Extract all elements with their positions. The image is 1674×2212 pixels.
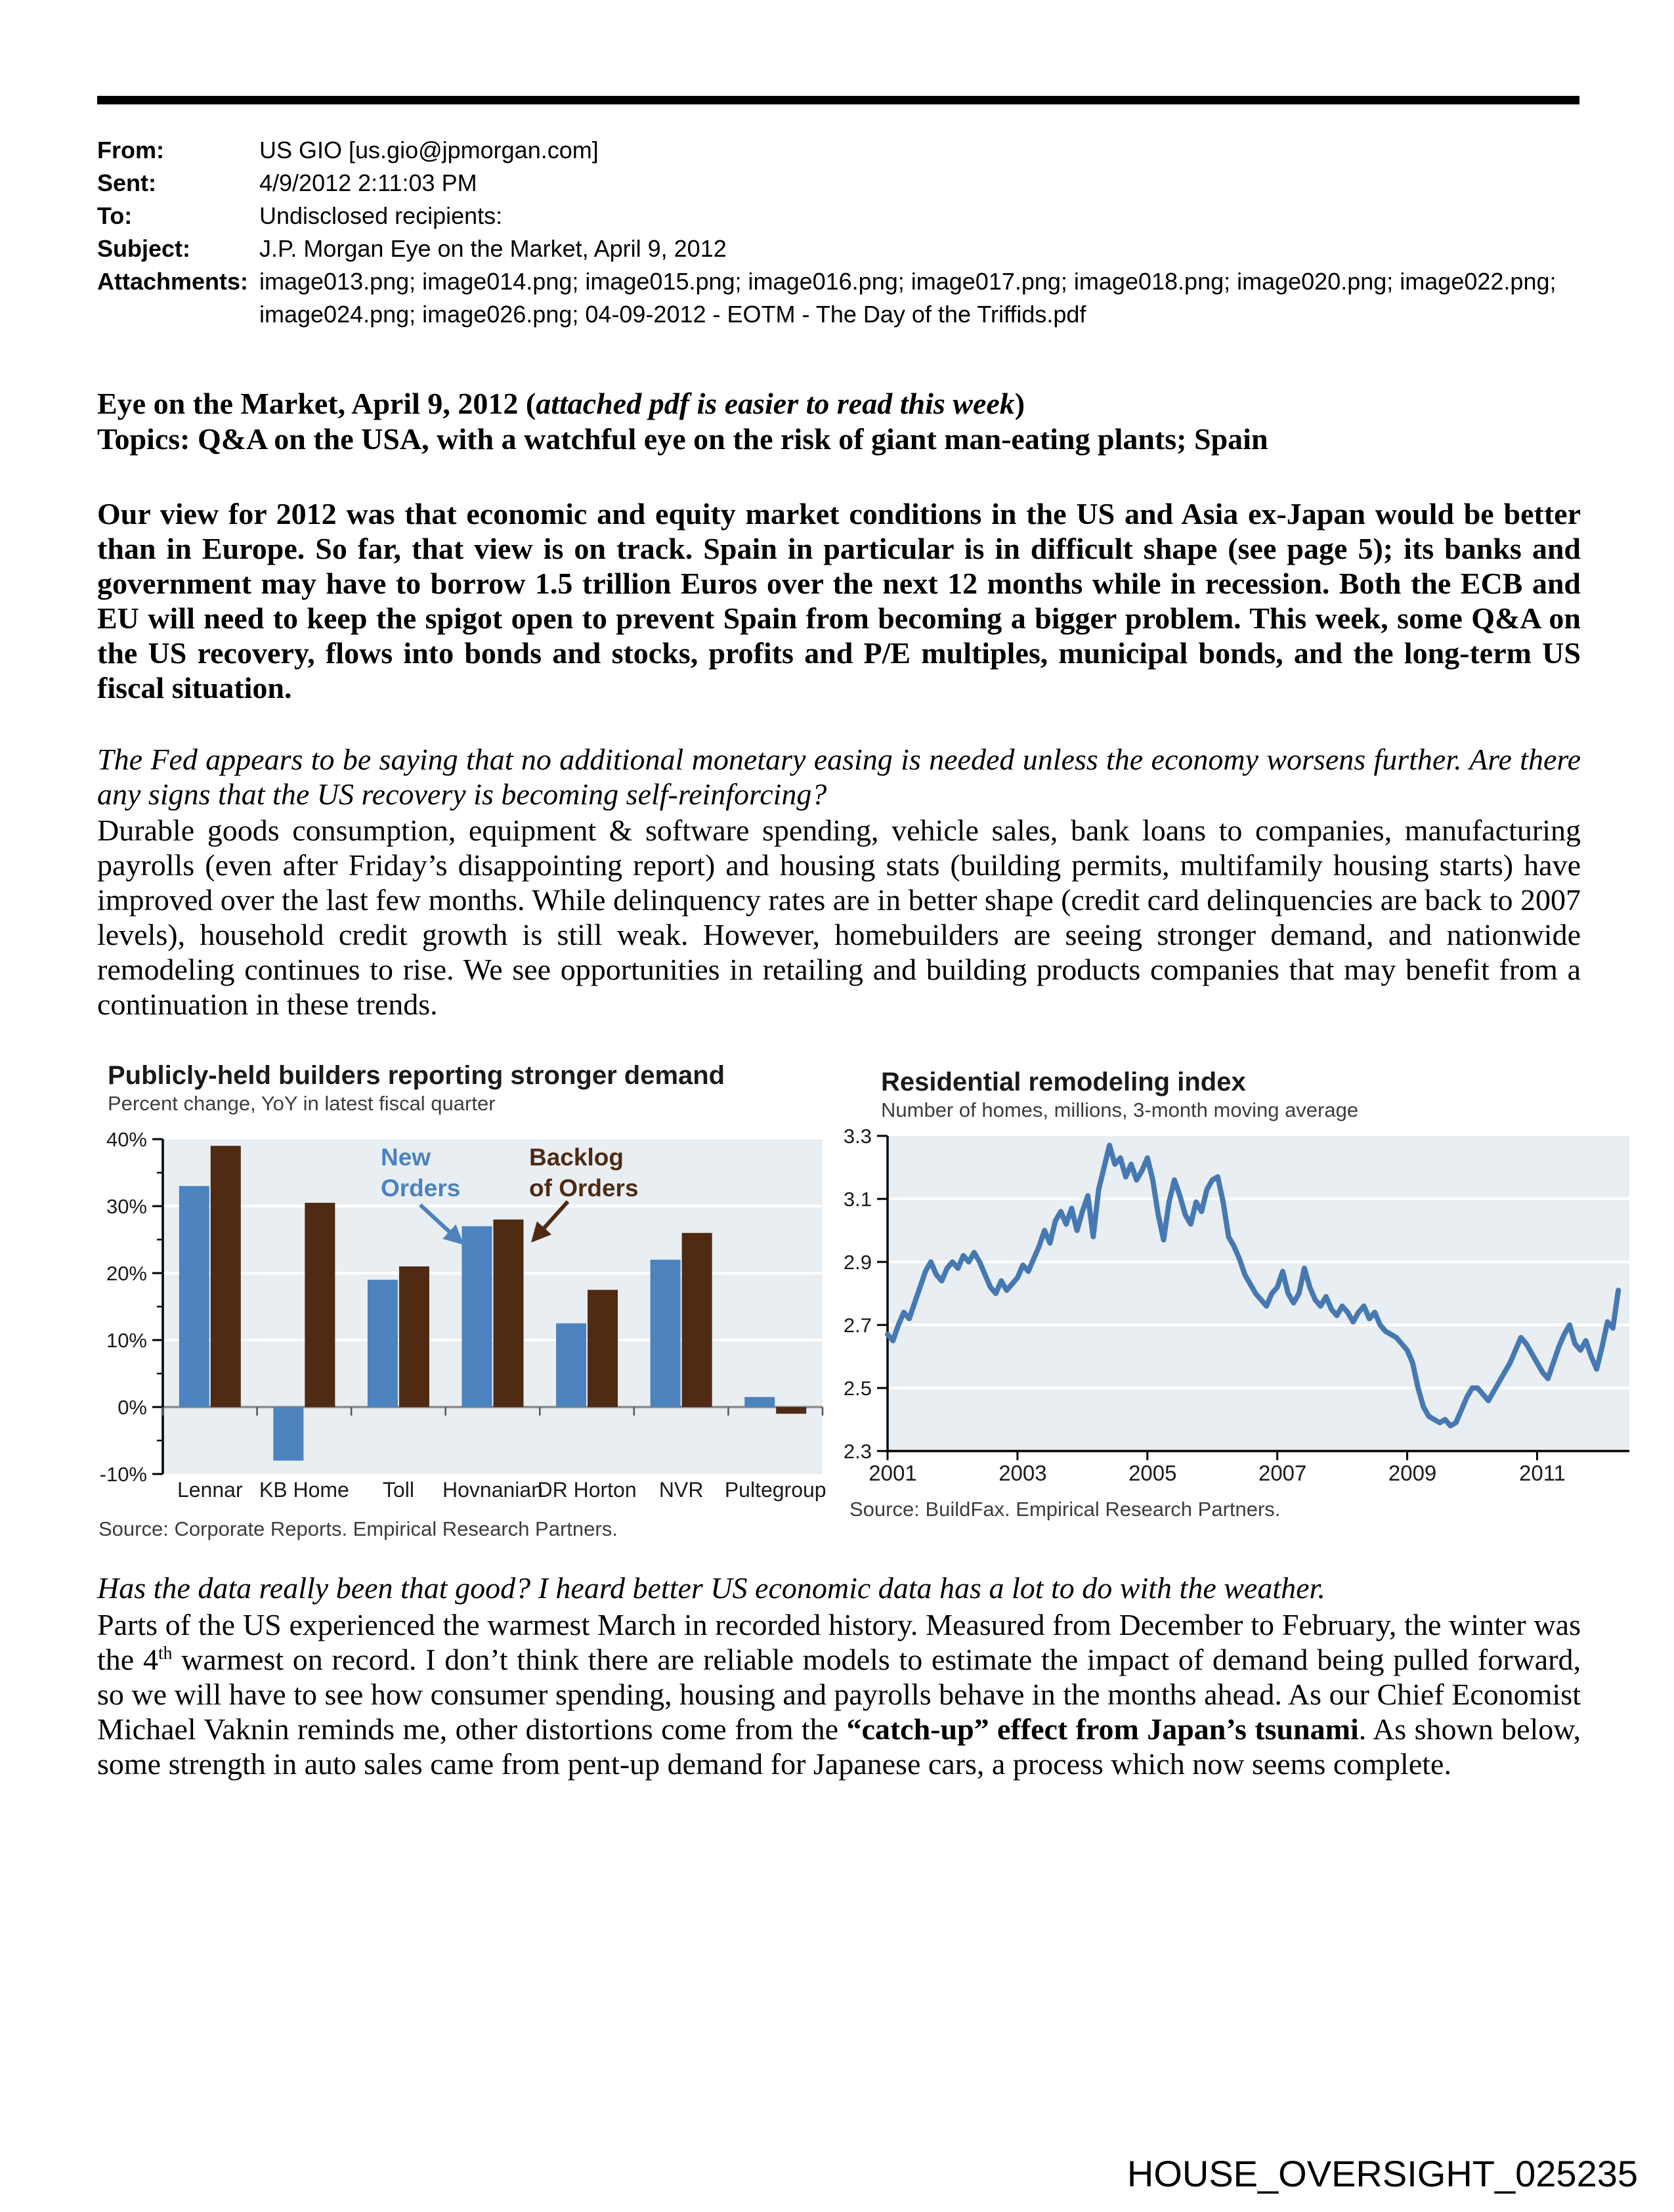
svg-text:30%: 30% — [106, 1195, 147, 1218]
svg-text:Backlog: Backlog — [529, 1144, 624, 1171]
remodeling-line-chart: Residential remodeling index Number of h… — [842, 1067, 1646, 1521]
svg-text:2003: 2003 — [998, 1461, 1046, 1485]
svg-text:Orders: Orders — [381, 1175, 460, 1202]
bar-gridlines — [163, 1205, 823, 1341]
sent-value: 4/9/2012 2:11:03 PM — [259, 169, 477, 196]
svg-text:-10%: -10% — [100, 1463, 147, 1486]
bar-chart-svg: 40% 30% 20% 10% 0% -10% Lennar KB Home Toll Hovna… — [100, 1128, 826, 1502]
email-header-row-from: From: US GIO [us.gio@jpmorgan.com] — [97, 134, 1581, 167]
newsletter-title: Eye on the Market, April 9, 2012 (attach… — [97, 387, 1025, 420]
svg-text:3.1: 3.1 — [844, 1188, 872, 1211]
bar-new-orders — [179, 1186, 209, 1407]
svg-text:2.9: 2.9 — [844, 1251, 872, 1274]
svg-text:Toll: Toll — [383, 1478, 414, 1502]
line-chart-source: Source: BuildFax. Empirical Research Par… — [849, 1498, 1281, 1521]
bar-new-orders — [650, 1259, 681, 1407]
svg-text:2.7: 2.7 — [844, 1314, 872, 1337]
answer-2: Parts of the US experienced the warmest … — [97, 1608, 1581, 1781]
builders-bar-chart: Publicly-held builders reporting stronge… — [97, 1060, 839, 1541]
svg-text:DR Horton: DR Horton — [537, 1478, 636, 1502]
to-label: To: — [97, 202, 133, 229]
bar-new-orders — [744, 1397, 775, 1407]
email-header: From: US GIO [us.gio@jpmorgan.com] Sent:… — [97, 134, 1581, 331]
svg-text:Lennar: Lennar — [177, 1478, 243, 1502]
legend-new-orders: New Orders — [381, 1144, 464, 1246]
attachments-label: Attachments: — [97, 268, 249, 295]
svg-text:Hovnanian: Hovnanian — [442, 1478, 543, 1502]
bar-backlog — [588, 1290, 618, 1407]
bar-backlog — [398, 1266, 429, 1407]
line-gridlines — [888, 1198, 1629, 1389]
email-header-row-subject: Subject: J.P. Morgan Eye on the Market, … — [97, 232, 1581, 265]
sent-label: Sent: — [97, 169, 156, 196]
bar-backlog — [210, 1146, 241, 1407]
svg-text:3.3: 3.3 — [844, 1126, 872, 1148]
bar-chart-source: Source: Corporate Reports. Empirical Res… — [98, 1517, 618, 1540]
svg-text:2005: 2005 — [1128, 1461, 1176, 1485]
bar-new-orders — [461, 1226, 492, 1407]
bar-new-orders — [273, 1407, 304, 1461]
bar-chart-title: Publicly-held builders reporting stronge… — [108, 1061, 725, 1090]
from-value: US GIO [us.gio@jpmorgan.com] — [259, 137, 599, 163]
answer-1: Durable goods consumption, equipment & s… — [97, 813, 1581, 1021]
attachments-value: image013.png; image014.png; image015.png… — [259, 268, 1556, 328]
svg-text:2007: 2007 — [1258, 1461, 1306, 1485]
bar-new-orders — [367, 1280, 398, 1407]
legend-arrow — [530, 1200, 570, 1243]
bar-backlog — [493, 1219, 524, 1407]
line-chart-subtitle: Number of homes, millions, 3-month movin… — [881, 1098, 1359, 1121]
bar-new-orders — [556, 1323, 587, 1407]
svg-text:20%: 20% — [106, 1262, 147, 1285]
bar-backlog — [681, 1232, 712, 1407]
svg-text:40%: 40% — [106, 1128, 147, 1151]
svg-text:Pultegroup: Pultegroup — [725, 1478, 826, 1502]
svg-text:NVR: NVR — [659, 1478, 704, 1502]
email-header-row-attachments: Attachments: image013.png; image014.png;… — [97, 265, 1581, 331]
svg-text:2011: 2011 — [1519, 1461, 1566, 1485]
svg-text:New: New — [381, 1144, 431, 1171]
subject-value: J.P. Morgan Eye on the Market, April 9, … — [259, 235, 727, 262]
from-label: From: — [97, 137, 164, 163]
question-1: The Fed appears to be saying that no add… — [97, 743, 1581, 811]
bates-stamp: HOUSE_OVERSIGHT_025235 — [1127, 2153, 1638, 2194]
legend-backlog: Backlog of Orders — [529, 1144, 639, 1243]
email-header-row-sent: Sent: 4/9/2012 2:11:03 PM — [97, 167, 1581, 200]
bar-chart-subtitle: Percent change, YoY in latest fiscal qua… — [108, 1092, 496, 1115]
email-header-row-to: To: Undisclosed recipients: — [97, 200, 1581, 232]
bar-plot-area — [163, 1139, 823, 1474]
line-chart-title: Residential remodeling index — [881, 1068, 1246, 1096]
remodeling-index-line — [885, 1142, 1621, 1429]
svg-text:0%: 0% — [118, 1396, 147, 1419]
svg-text:2.3: 2.3 — [844, 1440, 872, 1463]
svg-text:of Orders: of Orders — [529, 1175, 639, 1202]
newsletter-title-block: Eye on the Market, April 9, 2012 (attach… — [97, 386, 1581, 457]
svg-text:2.5: 2.5 — [844, 1377, 872, 1400]
bar-backlog — [305, 1202, 335, 1407]
bar-y-axis: 40% 30% 20% 10% 0% -10% — [100, 1128, 824, 1486]
overview-paragraph: Our view for 2012 was that economic and … — [97, 497, 1581, 705]
header-divider-rule — [97, 96, 1579, 104]
newsletter-topics: Topics: Q&A on the USA, with a watchful … — [97, 422, 1268, 456]
svg-text:2001: 2001 — [869, 1461, 916, 1485]
to-value: Undisclosed recipients: — [259, 202, 503, 229]
svg-text:10%: 10% — [106, 1329, 147, 1352]
svg-text:2009: 2009 — [1388, 1461, 1436, 1485]
question-2: Has the data really been that good? I he… — [97, 1571, 1325, 1605]
bars — [179, 1146, 807, 1461]
subject-label: Subject: — [97, 235, 191, 262]
svg-text:KB Home: KB Home — [259, 1478, 349, 1502]
bar-backlog — [776, 1407, 807, 1414]
legend-arrow — [418, 1203, 464, 1246]
